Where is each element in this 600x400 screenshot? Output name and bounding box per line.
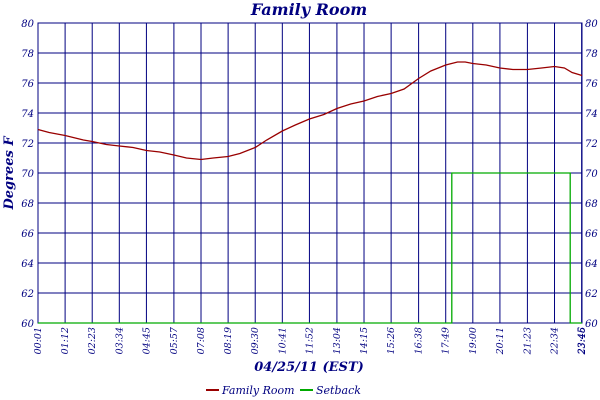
y-tick-label-right: 60 (585, 319, 598, 330)
y-tick-label-left: 78 (21, 49, 34, 60)
series-line-family-room (37, 61, 583, 161)
y-tick-label-right: 80 (585, 19, 598, 30)
x-tick-label: 20:11 (495, 327, 506, 355)
y-tick-label-left: 64 (21, 259, 34, 270)
x-tick-label: 03:34 (114, 327, 125, 354)
y-tick-label-left: 74 (21, 109, 34, 120)
y-tick-label-left: 76 (21, 79, 34, 90)
y-tick-label-right: 72 (585, 139, 598, 150)
x-tick-label: 22:34 (550, 327, 561, 355)
x-tick-label: 21:23 (522, 327, 533, 355)
chart-legend: Family Room Setback (206, 384, 361, 397)
y-tick-label-right: 68 (585, 199, 598, 210)
y-tick-label-right: 76 (585, 79, 598, 90)
x-tick-label: 08:19 (223, 327, 234, 354)
x-axis: 00:01 01:12 02:23 03:34 04:45 05:57 07:08 08:19… (33, 326, 588, 355)
chart-title: Family Room (250, 0, 367, 19)
y-axis-right: 60 62 64 66 68 70 72 74 76 78 80 (585, 19, 598, 330)
x-tick-label: 01:12 (60, 327, 71, 354)
y-tick-label-left: 70 (21, 169, 34, 180)
y-tick-label-right: 64 (585, 259, 598, 270)
y-tick-label-right: 66 (585, 229, 598, 240)
y-tick-label-left: 66 (21, 229, 34, 240)
x-tick-label: 02:23 (87, 327, 98, 354)
y-tick-label-left: 68 (21, 199, 34, 210)
x-tick-label: 19:00 (468, 327, 479, 354)
x-tick-label: 04:45 (141, 327, 152, 354)
y-axis-left: 60 62 64 66 68 70 72 74 76 78 80 (21, 19, 34, 330)
x-tick-label: 16:38 (414, 327, 425, 354)
chart-series (37, 61, 583, 324)
legend-label-family-room: Family Room (221, 384, 295, 397)
x-tick-label: 23:45 (577, 327, 588, 355)
x-tick-label: 05:57 (169, 326, 180, 354)
x-tick-label: 14:15 (359, 327, 370, 354)
x-tick-label: 07:08 (196, 327, 207, 354)
x-axis-title: 04/25/11 (EST) (254, 360, 364, 375)
x-tick-label: 23:46 (577, 327, 588, 355)
x-tick-label: 10:41 (277, 327, 288, 354)
x-tick-label: 15:26 (386, 327, 397, 354)
x-tick-label: 00:01 (33, 327, 44, 354)
y-tick-label-left: 62 (21, 289, 34, 300)
x-tick-label: 09:30 (250, 327, 261, 354)
x-tick-label: 17:49 (441, 327, 452, 354)
y-tick-label-right: 78 (585, 49, 598, 60)
y-tick-label-left: 60 (21, 319, 34, 330)
x-tick-label: 11:52 (304, 327, 315, 354)
legend-label-setback: Setback (316, 384, 361, 397)
y-tick-label-right: 74 (585, 109, 598, 120)
y-axis-title: Degrees F (2, 136, 17, 211)
series-line-setback (38, 172, 582, 324)
x-tick-label: 13:04 (332, 327, 343, 354)
y-tick-label-right: 70 (585, 169, 598, 180)
y-tick-label-left: 72 (21, 139, 34, 150)
y-tick-label-right: 62 (585, 289, 598, 300)
y-tick-label-left: 80 (21, 19, 34, 30)
